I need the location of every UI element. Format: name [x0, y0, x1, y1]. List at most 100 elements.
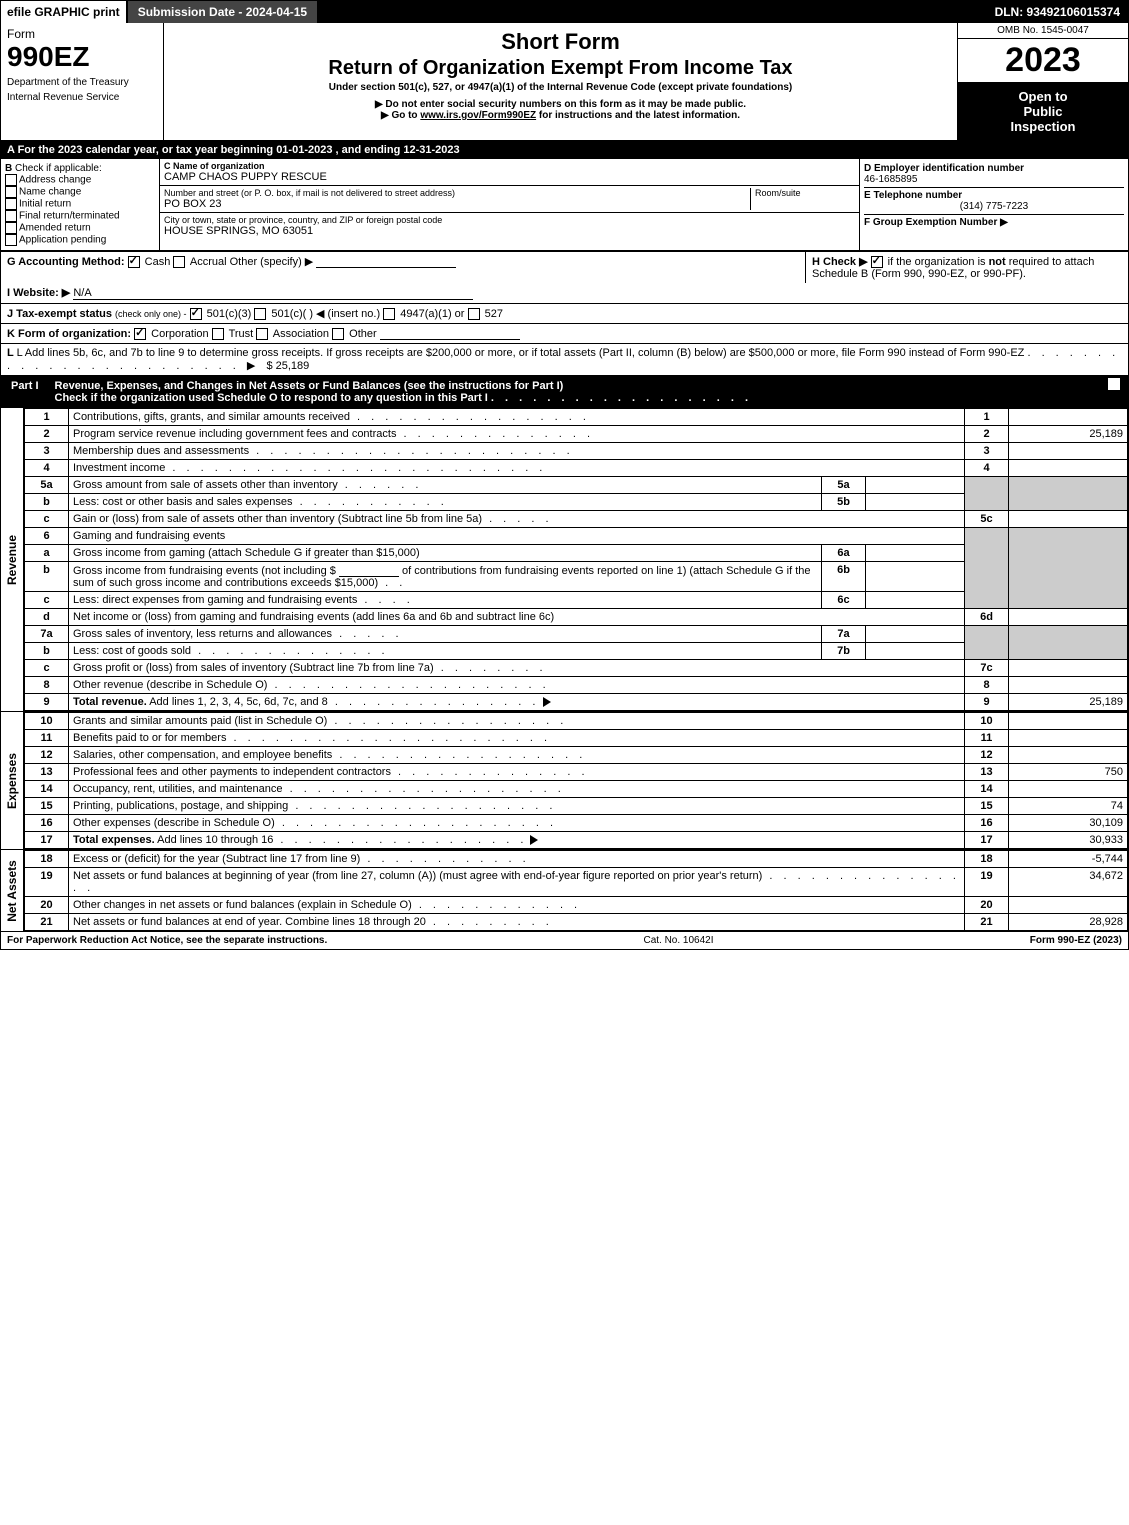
line-7c-text: Gross profit or (loss) from sales of inv…: [73, 662, 434, 674]
link-suffix: for instructions and the latest informat…: [536, 110, 740, 121]
line-4-text: Investment income: [73, 462, 165, 474]
cb-association[interactable]: [256, 328, 268, 340]
section-b: B Check if applicable: Address change Na…: [1, 159, 160, 250]
triangle-icon: [530, 835, 538, 845]
line-15-amt: 74: [1009, 798, 1128, 815]
triangle-icon: [543, 697, 551, 707]
cb-initial-return[interactable]: Initial return: [5, 198, 155, 210]
cb-application-pending[interactable]: Application pending: [5, 234, 155, 246]
line-19-amt: 34,672: [1009, 868, 1128, 897]
line-2-text: Program service revenue including govern…: [73, 428, 396, 440]
lines-g-h: G Accounting Method: Cash Accrual Other …: [1, 251, 1128, 283]
line-k-org-form: K Form of organization: Corporation Trus…: [1, 324, 1128, 344]
cb-accrual[interactable]: [173, 256, 185, 268]
g-label: G Accounting Method:: [7, 256, 125, 268]
h-label-pre: H Check ▶: [812, 256, 868, 268]
cat-number: Cat. No. 10642I: [327, 935, 1029, 946]
open-line1: Open to: [962, 89, 1124, 104]
form-header: Form 990EZ Department of the Treasury In…: [1, 23, 1128, 141]
tax-year: 2023: [958, 39, 1128, 83]
ssn-warning: ▶ Do not enter social security numbers o…: [168, 99, 953, 110]
line-14-text: Occupancy, rent, utilities, and maintena…: [73, 783, 283, 795]
dln-number: DLN: 93492106015374: [987, 1, 1128, 23]
cb-address-change[interactable]: Address change: [5, 174, 155, 186]
cb-amended-return[interactable]: Amended return: [5, 222, 155, 234]
link-prefix: ▶ Go to: [381, 110, 420, 121]
b-label: B: [5, 163, 12, 174]
line-6b-contrib-input[interactable]: [339, 564, 399, 577]
line-18-amt: -5,744: [1009, 851, 1128, 868]
cb-schedule-o-used[interactable]: [1108, 378, 1120, 390]
line-19-text: Net assets or fund balances at beginning…: [73, 870, 762, 882]
dept-irs: Internal Revenue Service: [7, 92, 157, 103]
form-reference: Form 990-EZ (2023): [1030, 935, 1122, 946]
line-1-amt: [1009, 409, 1128, 426]
expenses-table: 10Grants and similar amounts paid (list …: [24, 712, 1128, 849]
page-footer: For Paperwork Reduction Act Notice, see …: [1, 931, 1128, 949]
city-value: HOUSE SPRINGS, MO 63051: [164, 225, 855, 237]
line-5c-text: Gain or (loss) from sale of assets other…: [73, 513, 482, 525]
cb-name-change[interactable]: Name change: [5, 186, 155, 198]
line-3-amt: [1009, 443, 1128, 460]
line-11-text: Benefits paid to or for members: [73, 732, 226, 744]
other-org-input[interactable]: [380, 327, 520, 340]
line-10-text: Grants and similar amounts paid (list in…: [73, 715, 327, 727]
line-17-amt: 30,933: [1009, 832, 1128, 849]
net-assets-table: 18Excess or (deficit) for the year (Subt…: [24, 850, 1128, 931]
efile-print-label[interactable]: efile GRAPHIC print: [1, 1, 128, 23]
line-3-text: Membership dues and assessments: [73, 445, 249, 457]
cb-501c3[interactable]: [190, 308, 202, 320]
net-assets-section: Net Assets 18Excess or (deficit) for the…: [1, 849, 1128, 931]
phone-value: (314) 775-7223: [864, 201, 1124, 212]
line-20-text: Other changes in net assets or fund bala…: [73, 899, 412, 911]
cb-4947[interactable]: [383, 308, 395, 320]
other-specify-input[interactable]: [316, 255, 456, 268]
line-12-text: Salaries, other compensation, and employ…: [73, 749, 332, 761]
paperwork-notice: For Paperwork Reduction Act Notice, see …: [7, 935, 327, 946]
revenue-side-label: Revenue: [1, 408, 24, 711]
form-meta-block: OMB No. 1545-0047 2023 Open to Public In…: [957, 23, 1128, 140]
revenue-section: Revenue 1Contributions, gifts, grants, a…: [1, 408, 1128, 711]
cb-final-return[interactable]: Final return/terminated: [5, 210, 155, 222]
j-label: J Tax-exempt status: [7, 308, 112, 320]
line-2-amt: 25,189: [1009, 426, 1128, 443]
omb-number: OMB No. 1545-0047: [958, 23, 1128, 39]
cb-schedule-b[interactable]: [871, 256, 883, 268]
f-label: F Group Exemption Number ▶: [864, 217, 1124, 228]
b-check-if: Check if applicable:: [15, 163, 102, 174]
l-amount: $ 25,189: [266, 360, 309, 372]
city-label: City or town, state or province, country…: [164, 215, 855, 225]
line-5b-text: Less: cost or other basis and sales expe…: [73, 496, 293, 508]
line-17-text: Total expenses.: [73, 834, 155, 846]
open-line2: Public: [962, 104, 1124, 119]
line-l-gross-receipts: L L Add lines 5b, 6c, and 7b to line 9 t…: [1, 344, 1128, 376]
cb-527[interactable]: [468, 308, 480, 320]
form-990ez-page: efile GRAPHIC print Submission Date - 20…: [0, 0, 1129, 950]
line-8-text: Other revenue (describe in Schedule O): [73, 679, 267, 691]
expenses-section: Expenses 10Grants and similar amounts pa…: [1, 711, 1128, 849]
c-name-label: C Name of organization: [164, 161, 855, 171]
k-label: K Form of organization:: [7, 328, 131, 340]
line-16-text: Other expenses (describe in Schedule O): [73, 817, 275, 829]
expenses-side-label: Expenses: [1, 712, 24, 849]
submission-date: Submission Date - 2024-04-15: [128, 1, 317, 23]
part-1-title: Revenue, Expenses, and Changes in Net As…: [49, 376, 758, 408]
cb-corporation[interactable]: [134, 328, 146, 340]
topbar: efile GRAPHIC print Submission Date - 20…: [1, 1, 1128, 23]
cb-501c[interactable]: [254, 308, 266, 320]
i-label: I Website: ▶: [7, 287, 70, 299]
line-9-text: Total revenue.: [73, 696, 147, 708]
line-5a-text: Gross amount from sale of assets other t…: [73, 479, 338, 491]
e-label: E Telephone number: [864, 190, 1124, 201]
line-7b-text: Less: cost of goods sold: [73, 645, 191, 657]
line-4-amt: [1009, 460, 1128, 477]
cb-cash[interactable]: [128, 256, 140, 268]
cb-trust[interactable]: [212, 328, 224, 340]
line-a-tax-year: A For the 2023 calendar year, or tax yea…: [1, 141, 1128, 159]
instructions-link-line: ▶ Go to www.irs.gov/Form990EZ for instru…: [168, 110, 953, 121]
line-18-text: Excess or (deficit) for the year (Subtra…: [73, 853, 360, 865]
form-title-block: Short Form Return of Organization Exempt…: [164, 23, 957, 140]
part-1-header: Part I Revenue, Expenses, and Changes in…: [1, 376, 1128, 408]
irs-url-link[interactable]: www.irs.gov/Form990EZ: [420, 110, 536, 121]
cb-other-org[interactable]: [332, 328, 344, 340]
